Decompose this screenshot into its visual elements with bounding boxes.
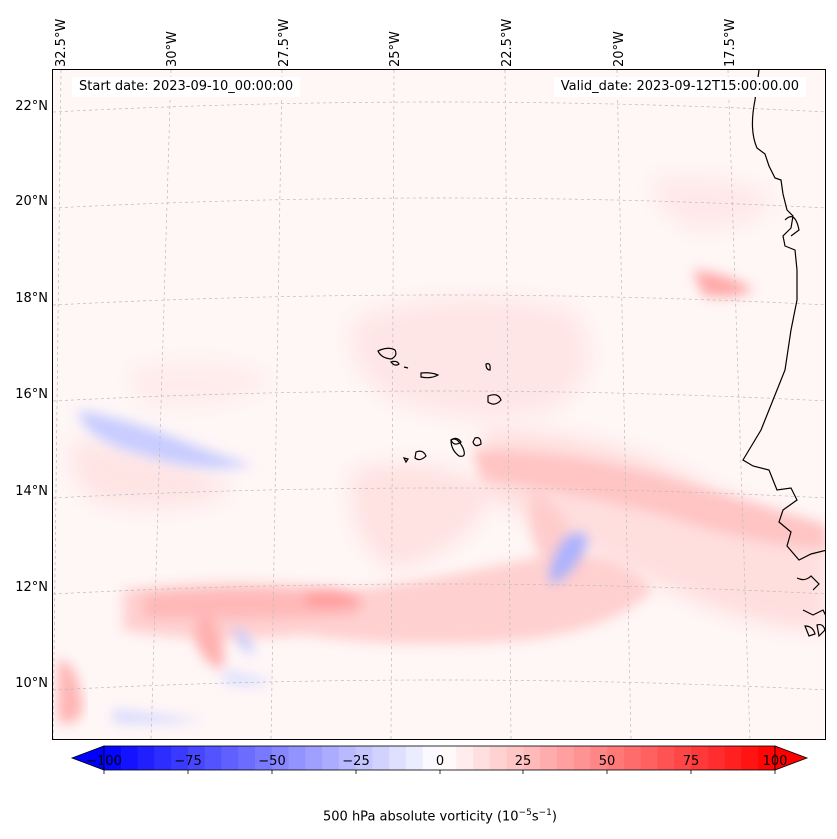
- colorbar-band: [305, 746, 323, 770]
- colorbar-band: [624, 746, 642, 770]
- colorbar-band: [758, 746, 776, 770]
- colorbar-band: [405, 746, 424, 770]
- graticule: [53, 70, 825, 739]
- lat-label-12n: 12°N: [15, 580, 48, 595]
- colorbar-band: [154, 746, 172, 770]
- lat-label-20n: 20°N: [15, 194, 48, 209]
- lon-label-27-5w: 27.5°W: [277, 18, 292, 67]
- colorbar-band: [422, 746, 441, 770]
- colorbar-band: [657, 746, 675, 770]
- colorbar-band: [221, 746, 239, 770]
- colorbar-band: [456, 746, 474, 770]
- lon-label-32-5w: 32.5°W: [54, 18, 69, 67]
- colorbar-band: [137, 746, 155, 770]
- vorticity-map: [53, 70, 825, 739]
- colorbar-tick-minus-100: −100: [86, 754, 122, 769]
- colorbar-band: [204, 746, 223, 770]
- colorbar-band: [171, 746, 189, 770]
- colorbar-band: [707, 746, 726, 770]
- colorbar-band: [741, 746, 759, 770]
- colorbar-label: 500 hPa absolute vorticity (10−5s−1): [323, 808, 557, 825]
- colorbar-band: [674, 746, 692, 770]
- lon-label-30w: 30°W: [165, 31, 180, 67]
- vorticity-spot-sw: [58, 660, 83, 724]
- colorbar-bands: [104, 746, 776, 770]
- colorbar-tick-0: 0: [435, 754, 445, 769]
- cape-verde-islands: [377, 347, 502, 464]
- colorbar-tick-minus-75: −75: [174, 754, 202, 769]
- colorbar-band: [120, 746, 139, 770]
- colorbar-band: [372, 746, 390, 770]
- colorbar-band: [691, 746, 709, 770]
- colorbar-band: [288, 746, 306, 770]
- colorbar-band: [322, 746, 340, 770]
- colorbar-band: [338, 746, 357, 770]
- valid-date-label: Valid_date: 2023-09-12T15:00:00.00: [553, 77, 806, 97]
- colorbar-max-extension: [774, 745, 809, 771]
- colorbar-band: [439, 746, 457, 770]
- colorbar-band: [556, 746, 575, 770]
- lon-label-20w: 20°W: [612, 31, 627, 67]
- colorbar-band: [254, 746, 273, 770]
- colorbar-band: [389, 746, 407, 770]
- colorbar-band: [238, 746, 256, 770]
- lat-label-14n: 14°N: [15, 484, 48, 499]
- colorbar-tick-marks: [103, 770, 776, 774]
- lon-label-17-5w: 17.5°W: [723, 18, 738, 67]
- colorbar-band: [590, 746, 608, 770]
- colorbar-tick-25: 25: [514, 754, 532, 769]
- colorbar-band: [523, 746, 541, 770]
- lon-label-25w: 25°W: [388, 31, 403, 67]
- colorbar-band: [540, 746, 558, 770]
- lat-label-16n: 16°N: [15, 387, 48, 402]
- colorbar-band: [104, 746, 122, 770]
- colorbar-tick-100: 100: [762, 754, 788, 769]
- lon-label-22-5w: 22.5°W: [500, 18, 515, 67]
- colorbar-tick-minus-50: −50: [258, 754, 286, 769]
- map-panel: Start date: 2023-09-10_00:00:00 Valid_da…: [52, 69, 826, 740]
- colorbar-band: [489, 746, 508, 770]
- colorbar-band: [355, 746, 373, 770]
- lat-label-10n: 10°N: [15, 676, 48, 691]
- lat-label-22n: 22°N: [15, 99, 48, 114]
- colorbar-tick-75: 75: [682, 754, 700, 769]
- vorticity-negative: [78, 410, 588, 724]
- colorbar-band: [573, 746, 592, 770]
- lat-label-18n: 18°N: [15, 291, 48, 306]
- colorbar-band: [506, 746, 524, 770]
- colorbar-tick-minus-25: −25: [342, 754, 370, 769]
- colorbar-band: [607, 746, 625, 770]
- colorbar-band: [640, 746, 659, 770]
- colorbar: [70, 745, 809, 774]
- colorbar-band: [724, 746, 743, 770]
- colorbar-tick-50: 50: [598, 754, 616, 769]
- vorticity-band-12n: [123, 554, 653, 670]
- colorbar-band: [271, 746, 290, 770]
- colorbar-band: [473, 746, 491, 770]
- africa-coastline: [742, 70, 825, 638]
- colorbar-band: [187, 746, 206, 770]
- start-date-label: Start date: 2023-09-10_00:00:00: [72, 77, 301, 97]
